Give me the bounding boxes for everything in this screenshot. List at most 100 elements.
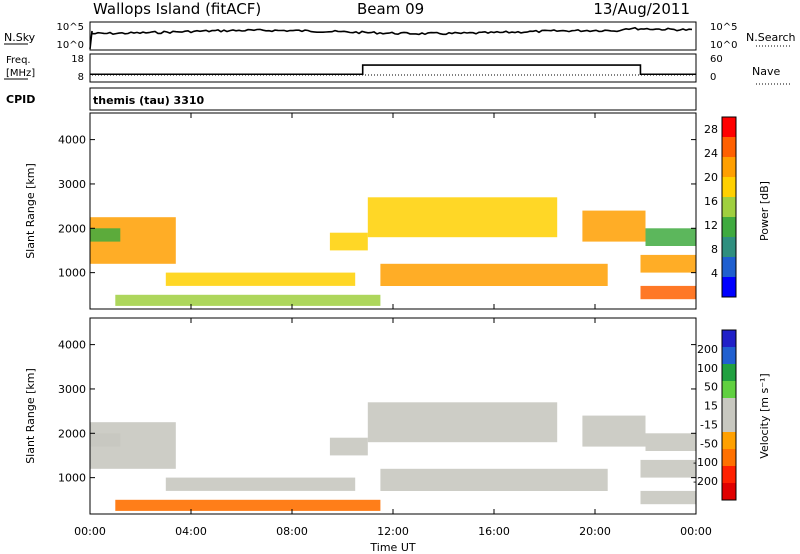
velocity-echo-region <box>367 402 558 443</box>
y-tick-label: 1000 <box>58 472 86 485</box>
power-echo-region <box>645 228 696 246</box>
freq-step-line <box>90 64 696 76</box>
power-ylabel: Slant Range [km] <box>24 163 37 259</box>
noise-sky-line <box>89 26 693 50</box>
velocity-colorbar-segment <box>722 432 736 450</box>
power-echo-layer <box>90 197 696 306</box>
x-tick-label: 08:00 <box>276 525 308 538</box>
velocity-ylabel: Slant Range [km] <box>24 368 37 464</box>
velocity-colorbar-tick: -50 <box>700 437 718 450</box>
freq-label-line2: [MHz] <box>6 68 35 79</box>
power-colorbar-segment <box>722 217 736 238</box>
noise-right-tick-top: 10^5 <box>710 22 737 33</box>
power-y-axis: 1000 2000 3000 4000 <box>58 134 696 280</box>
cpid-panel-frame <box>89 87 697 111</box>
power-colorbar-segment <box>722 197 736 218</box>
station-title: Wallops Island (fitACF) <box>93 0 261 18</box>
power-echo-region <box>90 228 121 242</box>
velocity-echo-region <box>90 433 121 447</box>
velocity-echo-region <box>329 437 368 456</box>
velocity-colorbar-frame <box>721 329 737 501</box>
power-colorbar: 4 8 12 16 20 24 28 <box>704 116 737 298</box>
power-colorbar-segment <box>722 137 736 158</box>
velocity-colorbar-tick: 15 <box>704 400 718 413</box>
velocity-echo-region <box>640 490 696 505</box>
power-colorbar-tick: 4 <box>711 267 718 280</box>
cpid-label: CPID <box>6 93 35 106</box>
power-echo-region <box>380 263 608 286</box>
velocity-colorbar-segment <box>722 466 736 484</box>
velocity-echo-region <box>645 433 696 451</box>
power-colorbar-segment <box>722 257 736 278</box>
nave-tick-bottom: 0 <box>710 72 716 83</box>
power-echo-region <box>115 294 381 306</box>
y-tick-label: 3000 <box>58 178 86 191</box>
noise-left-tick-bottom: 10^0 <box>57 40 84 51</box>
power-colorbar-tick: 20 <box>704 171 718 184</box>
power-colorbar-tick: 8 <box>711 243 718 256</box>
power-echo-region <box>329 232 368 251</box>
velocity-colorbar-segment <box>722 483 736 501</box>
x-tick-label: 16:00 <box>478 525 510 538</box>
xaxis-label: Time UT <box>369 541 415 554</box>
velocity-colorbar-segment <box>722 381 736 399</box>
freq-tick-bottom: 8 <box>78 72 84 83</box>
cpid-value: themis (tau) 3310 <box>93 94 205 107</box>
time-axis: 00:00 04:00 08:00 12:00 16:00 20:00 00:00 <box>74 113 712 538</box>
y-tick-label: 2000 <box>58 222 86 235</box>
velocity-colorbar-label: Velocity [m s⁻¹] <box>758 373 771 458</box>
velocity-echo-region <box>380 468 608 491</box>
velocity-colorbar-tick: -200 <box>693 475 718 488</box>
power-echo-region <box>582 210 646 242</box>
velocity-echo-region <box>582 415 646 447</box>
x-tick-label: 00:00 <box>74 525 106 538</box>
y-tick-label: 4000 <box>58 339 86 352</box>
power-colorbar-frame <box>721 116 737 298</box>
velocity-y-axis: 1000 2000 3000 4000 <box>58 339 696 485</box>
x-tick-label: 20:00 <box>579 525 611 538</box>
power-colorbar-label: Power [dB] <box>758 181 771 241</box>
x-tick-label: 12:00 <box>377 525 409 538</box>
velocity-colorbar-segment <box>722 347 736 365</box>
nave-tick-top: 60 <box>710 54 723 65</box>
velocity-colorbar-tick: 200 <box>697 343 718 356</box>
power-colorbar-segment <box>722 157 736 178</box>
velocity-colorbar-tick: -100 <box>693 456 718 469</box>
velocity-colorbar-tick: 50 <box>704 381 718 394</box>
power-colorbar-tick: 16 <box>704 195 718 208</box>
velocity-echo-region <box>115 499 381 511</box>
noise-left-tick-top: 10^5 <box>57 22 84 33</box>
power-colorbar-tick: 24 <box>704 147 718 160</box>
noise-left-label: N.Sky <box>4 31 36 44</box>
power-colorbar-tick: 28 <box>704 123 718 136</box>
power-echo-region <box>640 254 696 273</box>
velocity-echo-layer <box>90 402 696 511</box>
power-echo-region <box>165 272 356 286</box>
freq-tick-top: 18 <box>71 54 84 65</box>
velocity-colorbar-tick: -15 <box>700 418 718 431</box>
velocity-colorbar-segment <box>722 330 736 348</box>
velocity-colorbar-segment <box>722 398 736 416</box>
nave-label: Nave <box>752 65 780 78</box>
power-colorbar-segment <box>722 277 736 298</box>
velocity-echo-region <box>640 459 696 478</box>
beam-label: Beam 09 <box>357 0 424 18</box>
velocity-colorbar-segment <box>722 415 736 433</box>
x-tick-label: 00:00 <box>680 525 712 538</box>
power-colorbar-tick: 12 <box>704 219 718 232</box>
velocity-colorbar-segment <box>722 449 736 467</box>
power-colorbar-segment <box>722 177 736 198</box>
freq-panel-frame <box>89 53 697 83</box>
velocity-colorbar-tick: 100 <box>697 362 718 375</box>
noise-right-tick-bottom: 10^0 <box>710 40 737 51</box>
x-tick-label: 04:00 <box>175 525 207 538</box>
velocity-colorbar-segment <box>722 364 736 382</box>
noise-panel-frame <box>89 21 697 51</box>
y-tick-label: 2000 <box>58 427 86 440</box>
velocity-echo-region <box>165 477 356 491</box>
power-echo-region <box>367 197 558 238</box>
velocity-colorbar: 200 100 50 15 -15 -50 -100 -200 <box>693 329 737 501</box>
y-tick-label: 3000 <box>58 383 86 396</box>
power-colorbar-segment <box>722 117 736 138</box>
